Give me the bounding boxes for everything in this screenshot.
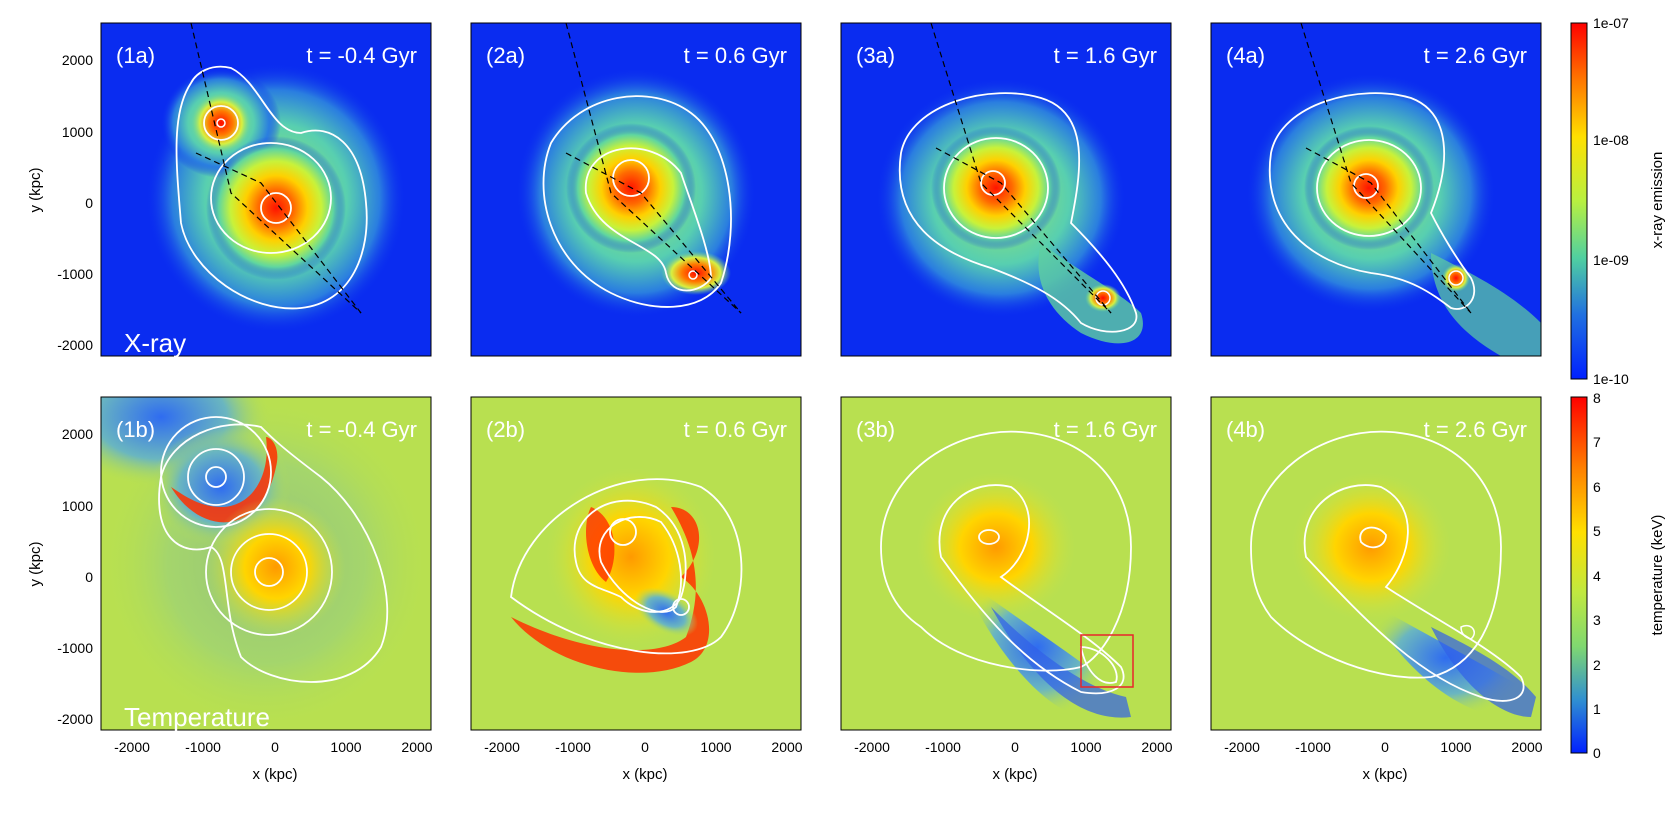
panel-2a [470, 22, 802, 357]
colorbar-temperature-scale [1570, 396, 1588, 754]
cbar-temp-tick-3: 3 [1593, 612, 1601, 628]
x-tick-4-2000: 2000 [1511, 739, 1542, 755]
y-tick-top-2000: 2000 [62, 52, 93, 68]
x-tick-1-m2000: -2000 [114, 739, 150, 755]
x-tick-4-m1000: -1000 [1295, 739, 1331, 755]
x-axis-3: -2000 -1000 0 1000 2000 x (kpc) [854, 739, 1173, 783]
x-tick-3-0: 0 [1011, 739, 1019, 755]
time-2b: t = 0.6 Gyr [684, 417, 787, 442]
panel-3b [840, 396, 1172, 731]
x-tick-4-1000: 1000 [1440, 739, 1471, 755]
y-tick-top-1000: 1000 [62, 124, 93, 140]
x-tick-1-0: 0 [271, 739, 279, 755]
cbar-xray-tick-2: 1e-08 [1593, 132, 1629, 148]
x-tick-1-m1000: -1000 [185, 739, 221, 755]
cbar-temp-tick-0: 0 [1593, 745, 1601, 761]
y-axis-title-top: y (kpc) [27, 167, 44, 212]
y-tick-bottom-0: 0 [85, 569, 93, 585]
colorbar-xray-scale [1570, 22, 1588, 380]
row-label-temperature: Temperature [124, 702, 270, 732]
x-tick-1-2000: 2000 [401, 739, 432, 755]
time-3b: t = 1.6 Gyr [1054, 417, 1157, 442]
panel-3a [840, 22, 1172, 357]
y-tick-bottom-1000: 1000 [62, 498, 93, 514]
x-axis-1: -2000 -1000 0 1000 2000 x (kpc) [114, 739, 433, 783]
time-1b: t = -0.4 Gyr [306, 417, 417, 442]
x-axis-title-4: x (kpc) [1363, 766, 1408, 783]
y-tick-bottom-m1000: -1000 [57, 640, 93, 656]
x-tick-2-0: 0 [641, 739, 649, 755]
y-tick-top-m2000: -2000 [57, 337, 93, 353]
label-1a: (1a) [116, 43, 155, 68]
y-tick-bottom-2000: 2000 [62, 426, 93, 442]
x-tick-4-m2000: -2000 [1224, 739, 1260, 755]
y-tick-top-m1000: -1000 [57, 266, 93, 282]
panel-4a [1210, 22, 1542, 357]
label-4b: (4b) [1226, 417, 1265, 442]
x-axis-title-2: x (kpc) [623, 766, 668, 783]
label-3b: (3b) [856, 417, 895, 442]
x-tick-2-1000: 1000 [700, 739, 731, 755]
x-tick-3-m2000: -2000 [854, 739, 890, 755]
label-2b: (2b) [486, 417, 525, 442]
cbar-xray-tick-3: 1e-09 [1593, 252, 1629, 268]
time-3a: t = 1.6 Gyr [1054, 43, 1157, 68]
x-tick-3-m1000: -1000 [925, 739, 961, 755]
cbar-xray-tick-1: 1e-07 [1593, 15, 1629, 31]
cbar-temp-tick-6: 6 [1593, 479, 1601, 495]
cbar-temp-tick-7: 7 [1593, 434, 1601, 450]
panel-2b [470, 396, 802, 731]
colorbar-temperature: 8 7 6 5 4 3 2 1 0 temperature (keV) [1570, 390, 1666, 761]
y-tick-top-0: 0 [85, 195, 93, 211]
time-4b: t = 2.6 Gyr [1424, 417, 1527, 442]
cbar-temp-tick-5: 5 [1593, 523, 1601, 539]
time-1a: t = -0.4 Gyr [306, 43, 417, 68]
cbar-temp-tick-1: 1 [1593, 701, 1601, 717]
panel-1b [100, 396, 432, 731]
x-tick-2-m1000: -1000 [555, 739, 591, 755]
x-tick-2-2000: 2000 [771, 739, 802, 755]
x-tick-1-1000: 1000 [330, 739, 361, 755]
cbar-xray-title: x-ray emission [1649, 152, 1666, 249]
x-axis-2: -2000 -1000 0 1000 2000 x (kpc) [484, 739, 803, 783]
label-4a: (4a) [1226, 43, 1265, 68]
y-axis-bottom: 2000 1000 0 -1000 -2000 y (kpc) [27, 426, 93, 727]
x-axis-title-1: x (kpc) [253, 766, 298, 783]
x-tick-2-m2000: -2000 [484, 739, 520, 755]
cbar-temp-title: temperature (keV) [1649, 515, 1666, 636]
y-axis-title-bottom: y (kpc) [27, 541, 44, 586]
panel-1a [100, 22, 432, 357]
cbar-temp-tick-4: 4 [1593, 568, 1601, 584]
x-tick-3-2000: 2000 [1141, 739, 1172, 755]
label-1b: (1b) [116, 417, 155, 442]
row-label-xray: X-ray [124, 328, 186, 358]
x-axis-4: -2000 -1000 0 1000 2000 x (kpc) [1224, 739, 1543, 783]
label-2a: (2a) [486, 43, 525, 68]
y-axis-top: 2000 1000 0 -1000 -2000 y (kpc) [27, 52, 93, 353]
cbar-temp-tick-2: 2 [1593, 657, 1601, 673]
x-tick-3-1000: 1000 [1070, 739, 1101, 755]
x-axis-title-3: x (kpc) [993, 766, 1038, 783]
panel-4b [1210, 396, 1542, 731]
cbar-temp-tick-8: 8 [1593, 390, 1601, 406]
colorbar-xray: 1e-07 1e-08 1e-09 1e-10 x-ray emission [1570, 15, 1666, 387]
label-3a: (3a) [856, 43, 895, 68]
y-tick-bottom-m2000: -2000 [57, 711, 93, 727]
time-2a: t = 0.6 Gyr [684, 43, 787, 68]
x-tick-4-0: 0 [1381, 739, 1389, 755]
cbar-xray-tick-4: 1e-10 [1593, 371, 1629, 387]
time-4a: t = 2.6 Gyr [1424, 43, 1527, 68]
